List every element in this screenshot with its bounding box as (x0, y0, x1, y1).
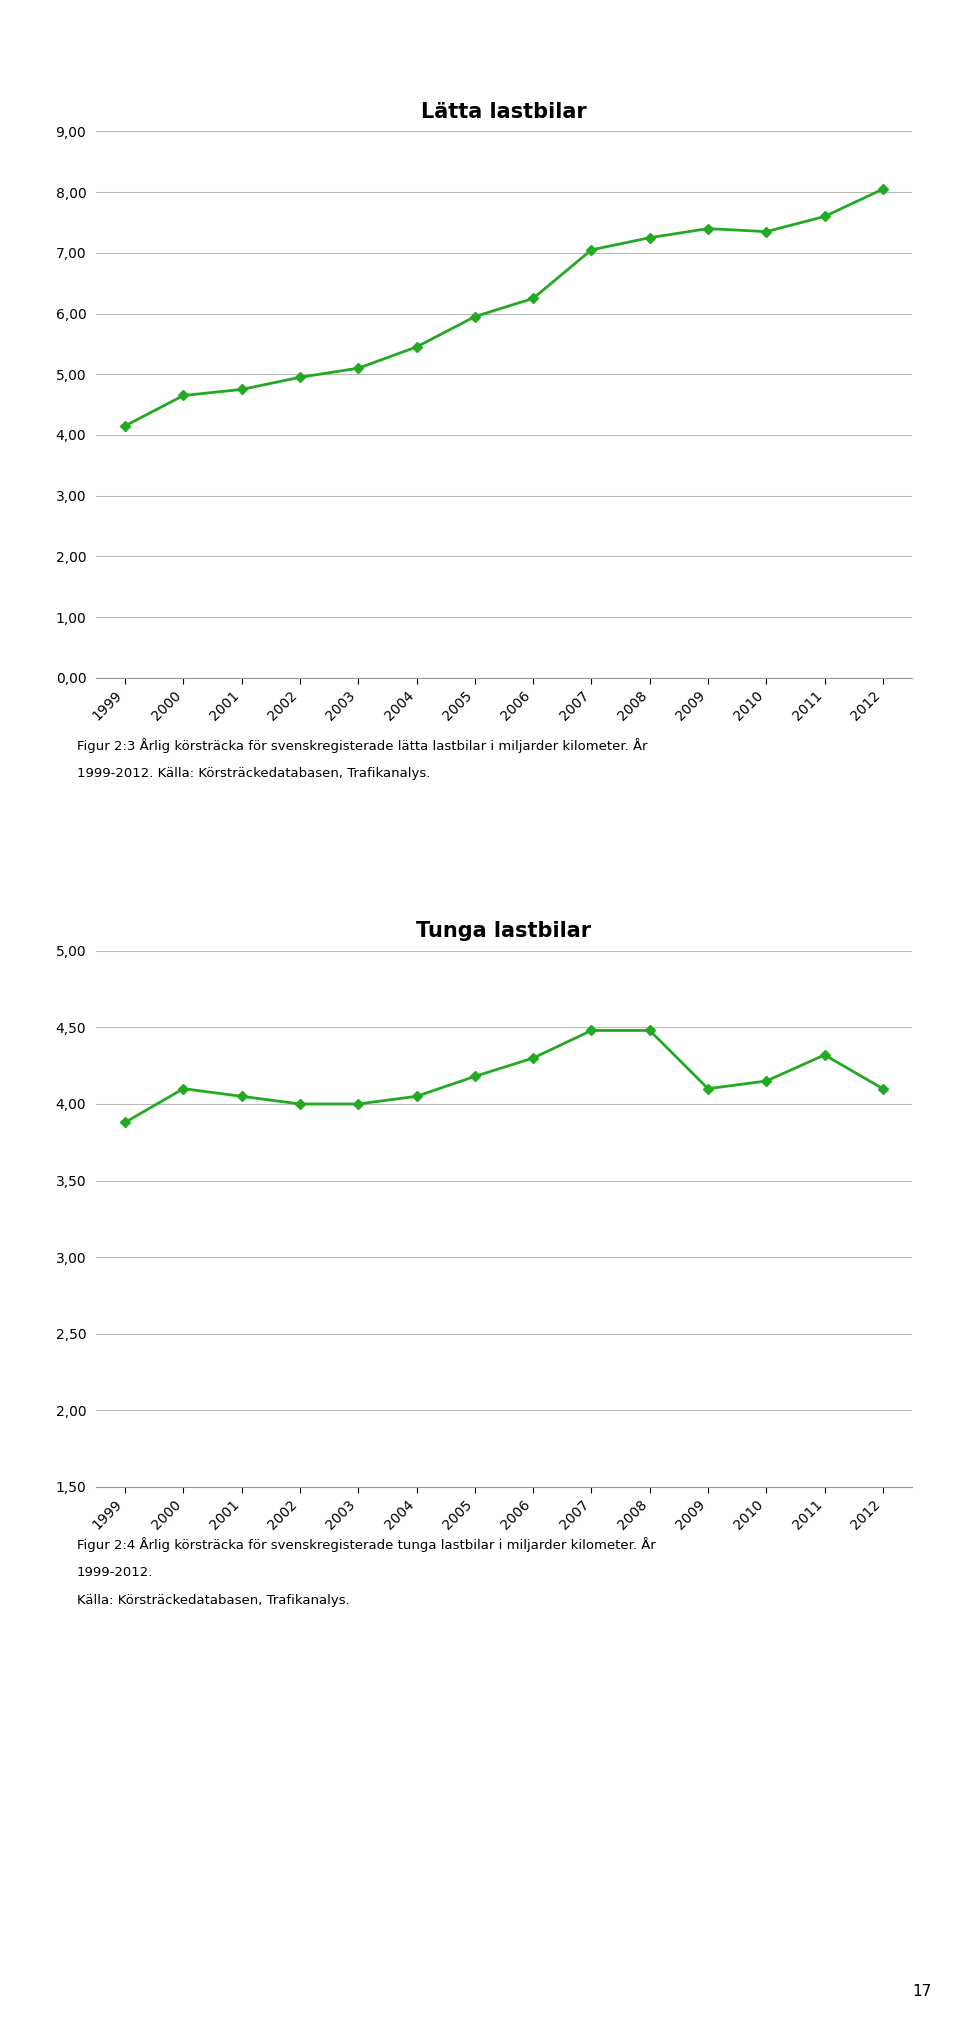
Text: 1999-2012. Källa: Körsträckedatabasen, Trafikanalys.: 1999-2012. Källa: Körsträckedatabasen, T… (77, 767, 430, 779)
Text: 1999-2012.: 1999-2012. (77, 1566, 154, 1578)
Title: Tunga lastbilar: Tunga lastbilar (417, 920, 591, 941)
Text: Figur 2:4 Årlig körsträcka för svenskregisterade tunga lastbilar i miljarder kil: Figur 2:4 Årlig körsträcka för svenskreg… (77, 1537, 656, 1552)
Text: 17: 17 (912, 1985, 931, 1999)
Text: Figur 2:3 Årlig körsträcka för svenskregisterade lätta lastbilar i miljarder kil: Figur 2:3 Årlig körsträcka för svenskreg… (77, 738, 647, 753)
Title: Lätta lastbilar: Lätta lastbilar (421, 101, 587, 121)
Text: Källa: Körsträckedatabasen, Trafikanalys.: Källa: Körsträckedatabasen, Trafikanalys… (77, 1594, 349, 1606)
